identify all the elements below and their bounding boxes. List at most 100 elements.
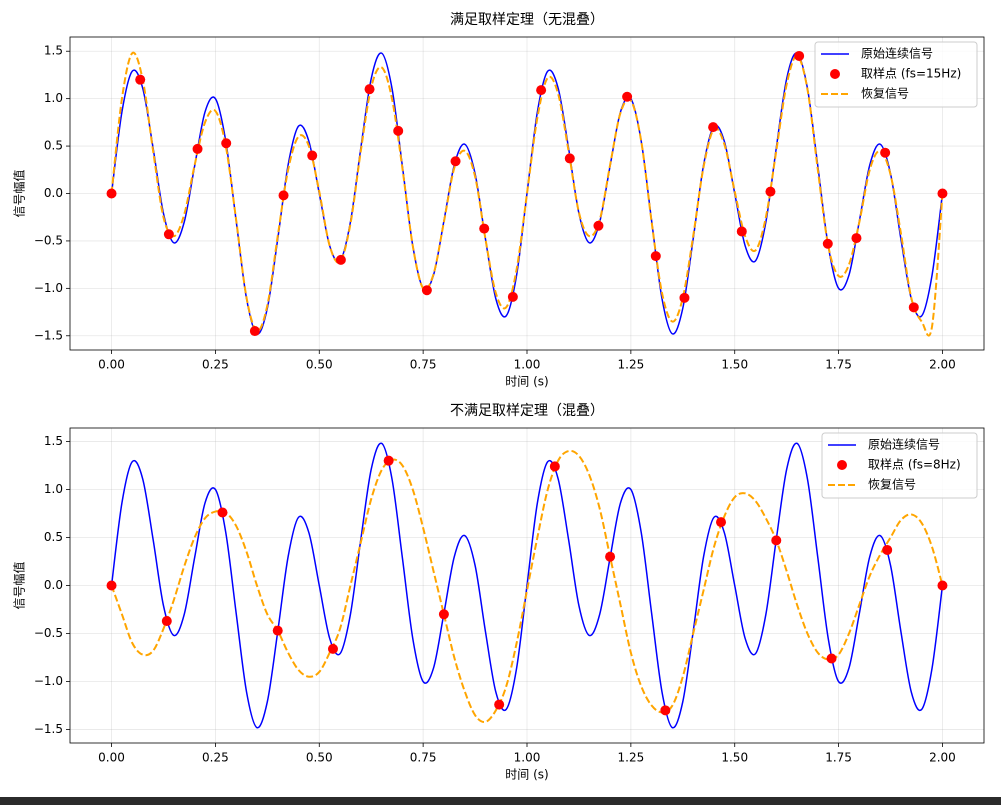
x-tick-label: 1.00: [514, 751, 541, 765]
sample-point: [650, 251, 661, 262]
sample-point: [622, 91, 633, 102]
sample-point: [679, 292, 690, 303]
sample-point: [450, 156, 461, 167]
y-tick-label: −0.5: [34, 626, 63, 640]
sample-point: [660, 705, 671, 716]
sample-point: [937, 580, 948, 591]
legend-box: [814, 41, 978, 108]
sample-point: [106, 580, 117, 591]
sample-point: [272, 625, 283, 636]
sample-point: [564, 153, 575, 164]
sample-point: [536, 85, 547, 96]
x-axis-label: 时间 (s): [505, 375, 548, 389]
sample-point: [826, 653, 837, 664]
sample-point: [161, 616, 172, 627]
y-tick-label: 1.0: [44, 91, 63, 105]
sample-point: [192, 143, 203, 154]
sample-point: [364, 84, 375, 95]
y-tick-label: 0.5: [44, 530, 63, 544]
x-tick-label: 2.00: [929, 751, 956, 765]
sample-point: [593, 220, 604, 231]
sample-point: [822, 238, 833, 249]
x-tick-label: 1.25: [618, 358, 645, 372]
x-tick-label: 1.75: [825, 751, 852, 765]
y-tick-label: 0.0: [44, 578, 63, 592]
legend-label: 原始连续信号: [861, 46, 933, 61]
sample-point: [221, 138, 232, 149]
y-axis-label: 信号幅值: [12, 561, 27, 609]
sample-point: [937, 188, 948, 199]
x-tick-label: 1.75: [825, 358, 852, 372]
x-tick-label: 0.50: [306, 358, 333, 372]
x-tick-label: 0.25: [202, 751, 229, 765]
sample-point: [908, 302, 919, 313]
axes-frame: [69, 427, 985, 744]
y-tick-label: 0.0: [44, 186, 63, 200]
y-tick-label: 1.5: [44, 44, 63, 58]
x-tick-label: 0.50: [306, 751, 333, 765]
sample-point: [217, 507, 228, 518]
y-tick-label: −1.5: [34, 328, 63, 342]
sample-point: [716, 517, 727, 528]
sample-point: [249, 326, 260, 337]
sample-point: [708, 122, 719, 133]
y-tick-label: −0.5: [34, 233, 63, 247]
x-tick-label: 1.50: [721, 751, 748, 765]
legend-box: [821, 432, 978, 499]
legend-marker: [830, 69, 840, 79]
sample-point: [393, 125, 404, 136]
sample-point: [163, 229, 174, 240]
sample-point: [438, 609, 449, 620]
chart-title: 不满足取样定理（混叠）: [450, 403, 604, 419]
y-tick-label: 0.5: [44, 139, 63, 153]
plot-area: [106, 50, 948, 337]
sample-point: [549, 461, 560, 472]
sample-point: [383, 455, 394, 466]
sample-point: [507, 291, 518, 302]
x-tick-label: 0.25: [202, 358, 229, 372]
sample-point: [851, 233, 862, 244]
sample-point: [880, 147, 891, 158]
sample-point: [794, 50, 805, 61]
x-tick-label: 0.75: [410, 358, 437, 372]
y-tick-label: 1.0: [44, 482, 63, 496]
y-tick-label: −1.0: [34, 281, 63, 295]
sample-point: [278, 190, 289, 201]
legend-label: 原始连续信号: [868, 437, 940, 452]
sample-point: [479, 223, 490, 234]
legend-label: 恢复信号: [868, 478, 916, 492]
x-tick-label: 1.00: [514, 358, 541, 372]
x-tick-label: 1.25: [618, 751, 645, 765]
legend-marker: [837, 460, 847, 470]
signal-line: [110, 51, 944, 337]
y-tick-label: 1.5: [44, 434, 63, 448]
sample-point: [605, 551, 616, 562]
sample-point: [771, 535, 782, 546]
x-axis-label: 时间 (s): [505, 768, 548, 782]
sample-point: [327, 643, 338, 654]
y-axis-label: 信号幅值: [12, 169, 27, 217]
legend-label: 取样点 (fs=8Hz): [868, 457, 961, 472]
legend-label: 恢复信号: [861, 87, 909, 101]
sample-point: [335, 254, 346, 265]
x-tick-label: 1.50: [721, 358, 748, 372]
axes-frame: [69, 36, 985, 351]
x-tick-label: 2.00: [929, 358, 956, 372]
chart-title: 满足取样定理（无混叠）: [450, 12, 604, 28]
x-tick-label: 0.75: [410, 751, 437, 765]
taskbar: [0, 797, 1001, 805]
plot-area: [106, 442, 948, 729]
signal-line: [110, 449, 944, 724]
y-tick-label: −1.5: [34, 722, 63, 736]
y-tick-label: −1.0: [34, 674, 63, 688]
x-tick-label: 0.00: [98, 751, 125, 765]
sample-point: [765, 186, 776, 197]
sample-point: [736, 226, 747, 237]
legend-label: 取样点 (fs=15Hz): [861, 66, 961, 81]
sample-point: [135, 74, 146, 85]
sample-point: [307, 150, 318, 161]
sample-point: [106, 188, 117, 199]
sample-point: [494, 699, 505, 710]
x-tick-label: 0.00: [98, 358, 125, 372]
